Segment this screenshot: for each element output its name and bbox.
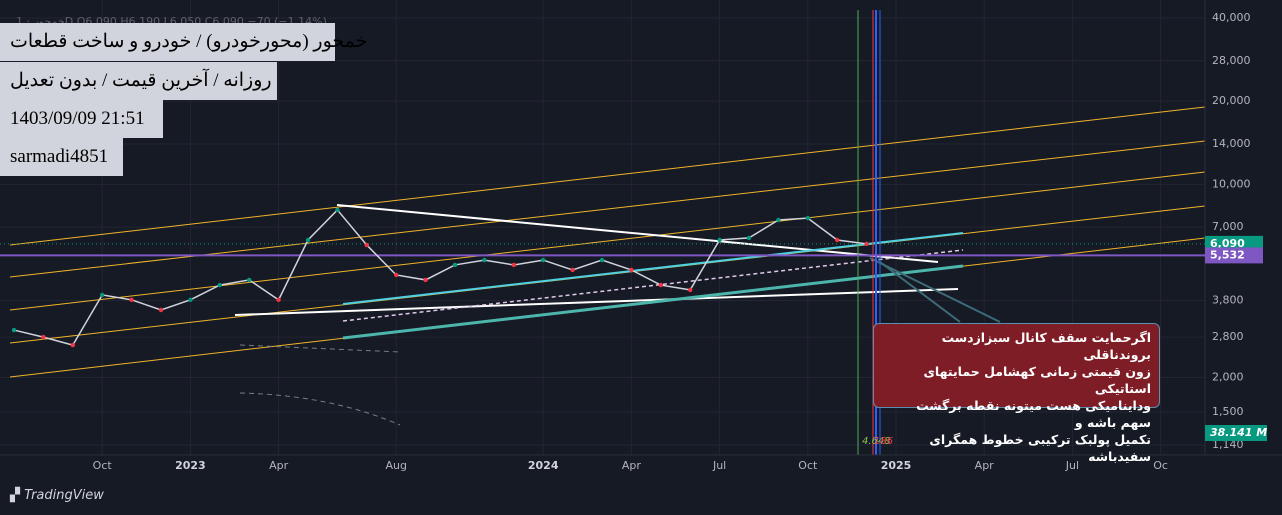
price-point (305, 237, 311, 243)
price-point (835, 237, 840, 243)
annotation: اگرحمایت سقف کانال سبزازدست بروندناقلی زو… (873, 323, 1160, 464)
x-tick-label: Jul (712, 459, 726, 472)
price-point (335, 207, 340, 213)
y-tick-label: 20,000 (1212, 94, 1251, 107)
price-point (188, 297, 193, 303)
label-box: sarmadi4851 (0, 138, 123, 176)
price-point (688, 287, 693, 293)
price-point (364, 242, 369, 248)
brand: TradingView (24, 488, 104, 503)
price-line-series (13, 208, 867, 346)
label-box: روزانه / آخرین قیمت / بدون تعدیل (0, 62, 277, 100)
y-tick-label: 10,000 (1212, 177, 1251, 190)
price-point (658, 282, 663, 288)
y-tick-label: 7,000 (1212, 220, 1244, 233)
annotation-line: زون قیمتی زمانی کهشامل حمایتهای استاتیکی (923, 364, 1151, 396)
label-box: خمحور (محورخودرو) / خودرو و ساخت قطعات (0, 23, 367, 61)
y-tick-label: 14,000 (1212, 137, 1251, 150)
price-point (805, 215, 810, 221)
footer: ▞ TradingView (10, 488, 104, 503)
price-point (217, 282, 222, 288)
x-tick-label: Oct (798, 459, 818, 472)
price-point (100, 292, 105, 298)
price-point (276, 297, 281, 303)
x-tick-label: Jul (1065, 459, 1079, 472)
annotation-line: اگرحمایت سقف کانال سبزازدست بروندناقلی (941, 330, 1151, 362)
price-tag (1205, 247, 1263, 264)
price-tag-label: 6,090 (1210, 237, 1245, 250)
price-point (423, 277, 428, 283)
volume-label: 38.141 M (1210, 426, 1267, 439)
x-tick-label: 2025 (881, 459, 912, 472)
price-point (158, 307, 164, 313)
x-tick-label: Apr (269, 459, 289, 472)
x-tick-label: Aug (385, 459, 406, 472)
price-point (41, 334, 46, 340)
price-point (247, 277, 252, 283)
price-point (570, 267, 575, 273)
y-tick-label: 3,800 (1212, 293, 1244, 306)
price-point (394, 272, 399, 278)
price-point (599, 257, 605, 263)
price-point (511, 262, 516, 268)
price-point (717, 237, 722, 243)
price-point (482, 257, 487, 263)
price-point (746, 235, 752, 241)
price-point (864, 241, 869, 247)
annotation-line: تکمیل پولبک ترکیبی خطوط همگرای سفیدباشه (929, 432, 1151, 464)
y-tick-label: 1,500 (1212, 405, 1244, 418)
x-tick-label: Oct (93, 459, 113, 472)
marker-label: 186 (874, 436, 893, 447)
annotation-line: وداینامیکی هست میتونه نقطه برگشت سهم باش… (916, 398, 1151, 430)
price-point (70, 342, 76, 348)
x-tick-label: 2024 (528, 459, 559, 472)
x-tick-label: Apr (622, 459, 642, 472)
price-point (11, 327, 17, 333)
y-tick-label: 2,800 (1212, 330, 1244, 343)
volume-tag (1205, 425, 1267, 441)
price-point (452, 262, 458, 268)
price-point (129, 297, 134, 303)
x-tick-label: Oc (1153, 459, 1168, 472)
price-point (776, 217, 781, 223)
price-tag-label: 5,532 (1210, 248, 1245, 261)
marker-label: 4.648 (862, 436, 891, 447)
x-tick-label: Apr (975, 459, 995, 472)
label-box: 1403/09/09 21:51 (0, 100, 163, 138)
y-tick-label: 40,000 (1212, 11, 1251, 24)
y-tick-label: 2,000 (1212, 370, 1244, 383)
price-point (541, 257, 546, 263)
y-tick-label: 28,000 (1212, 54, 1251, 67)
price-point (629, 267, 634, 273)
x-tick-label: 2023 (175, 459, 206, 472)
y-tick-label: 1,140 (1212, 438, 1244, 451)
